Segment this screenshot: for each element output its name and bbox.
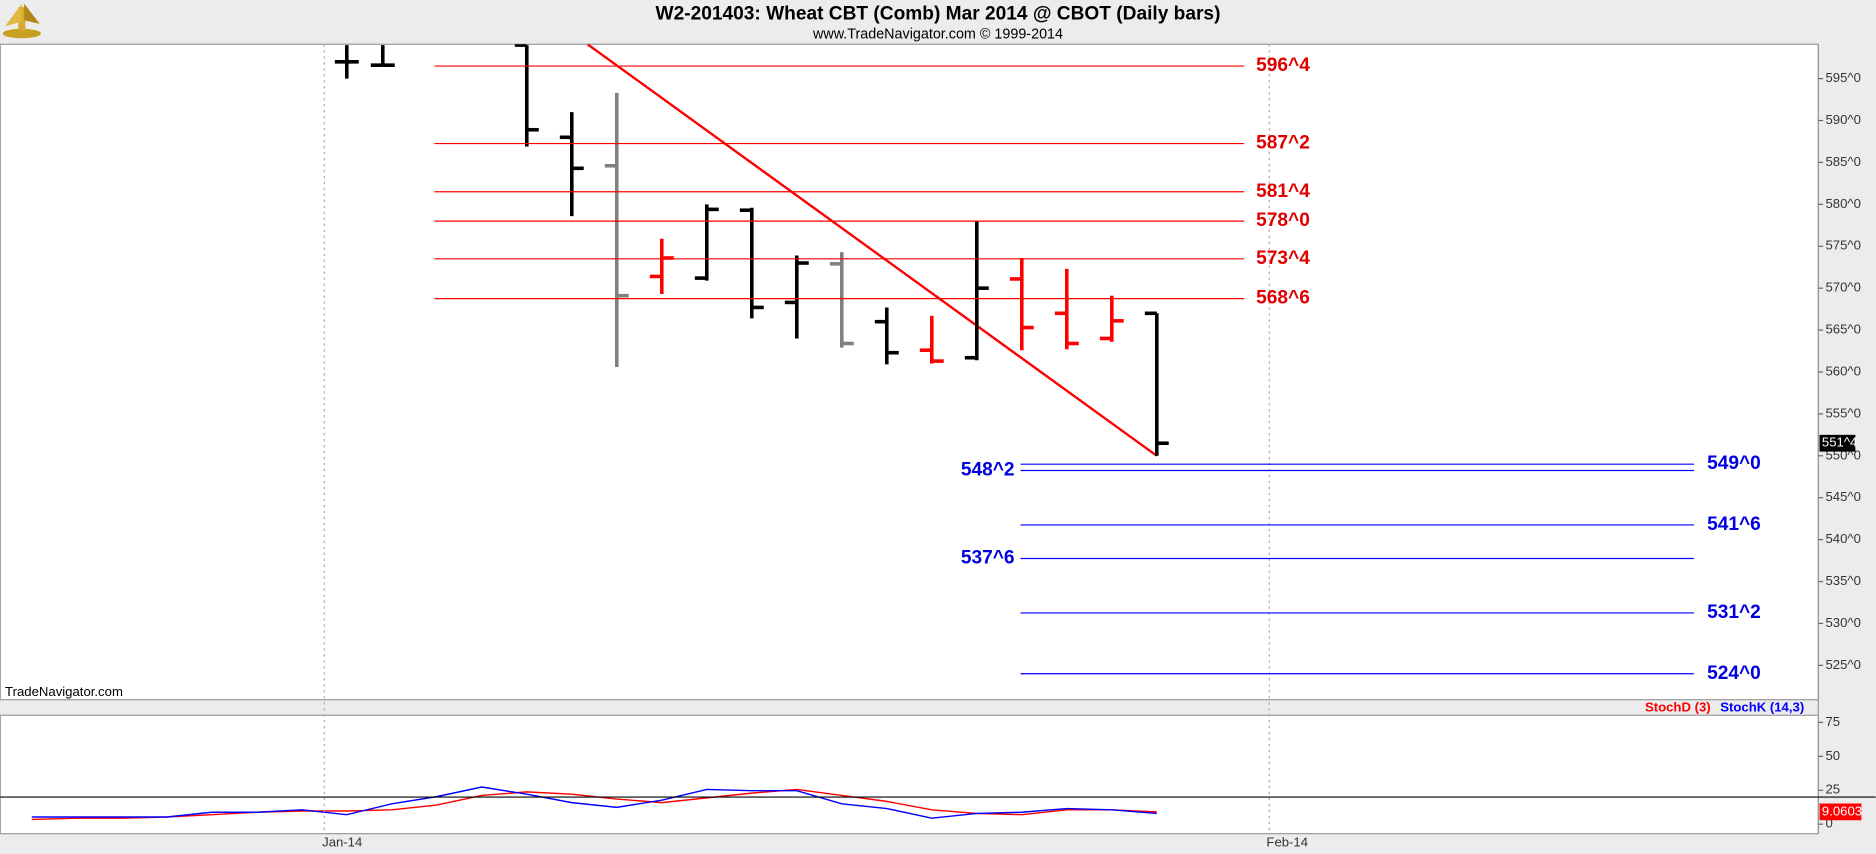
y-tick-label: 560^0: [1825, 363, 1860, 378]
support-label: 524^0: [1707, 663, 1761, 684]
y-tick-label: 580^0: [1825, 196, 1860, 211]
y-tick-label: 75: [1825, 714, 1840, 729]
last-value-box: [1819, 803, 1862, 821]
legend-entry: StochK (14,3): [1720, 700, 1804, 715]
y-tick-label: 525^0: [1825, 657, 1860, 672]
last-value-box: [1819, 434, 1856, 452]
y-tick-label: 585^0: [1825, 154, 1860, 169]
support-label: 549^0: [1707, 453, 1761, 474]
legend-entry: StochD (3): [1645, 700, 1711, 715]
x-tick-label: Jan-14: [322, 835, 362, 850]
resistance-label: 581^4: [1256, 181, 1310, 202]
resistance-label: 587^2: [1256, 133, 1310, 154]
resistance-label: 596^4: [1256, 55, 1310, 76]
y-tick-label: 540^0: [1825, 531, 1860, 546]
resistance-label: 573^4: [1256, 248, 1310, 269]
y-tick-label: 590^0: [1825, 112, 1860, 127]
support-label: 541^6: [1707, 514, 1761, 535]
chart-title: W2-201403: Wheat CBT (Comb) Mar 2014 @ C…: [656, 3, 1221, 24]
trendline: [586, 44, 1158, 457]
resistance-label: 578^0: [1256, 210, 1310, 231]
y-tick-label: 575^0: [1825, 238, 1860, 253]
y-tick-label: 25: [1825, 782, 1840, 797]
y-tick-label: 530^0: [1825, 615, 1860, 630]
y-tick-label: 555^0: [1825, 405, 1860, 420]
stoch-panel: [0, 714, 1819, 835]
last-value-label: 9.0603: [1822, 803, 1862, 818]
y-tick-label: 565^0: [1825, 322, 1860, 337]
stoch-line: [31, 786, 1157, 819]
last-value-label: 551^4: [1822, 435, 1857, 450]
y-tick-label: 570^0: [1825, 280, 1860, 295]
y-tick-label: 50: [1825, 748, 1840, 763]
price-plot: [334, 44, 1169, 457]
y-tick-label: 0: [1825, 816, 1832, 831]
watermark: TradeNavigator.com: [5, 684, 123, 699]
x-tick-label: Feb-14: [1266, 835, 1308, 850]
support-label: 548^2: [961, 460, 1015, 481]
chart-subtitle: www.TradeNavigator.com © 1999-2014: [812, 26, 1063, 42]
y-tick-label: 545^0: [1825, 489, 1860, 504]
resistance-label: 568^6: [1256, 288, 1310, 309]
y-tick-label: 595^0: [1825, 70, 1860, 85]
support-label: 531^2: [1707, 602, 1761, 623]
support-label: 537^6: [961, 548, 1015, 569]
price-panel: [0, 43, 1819, 701]
y-tick-label: 535^0: [1825, 573, 1860, 588]
